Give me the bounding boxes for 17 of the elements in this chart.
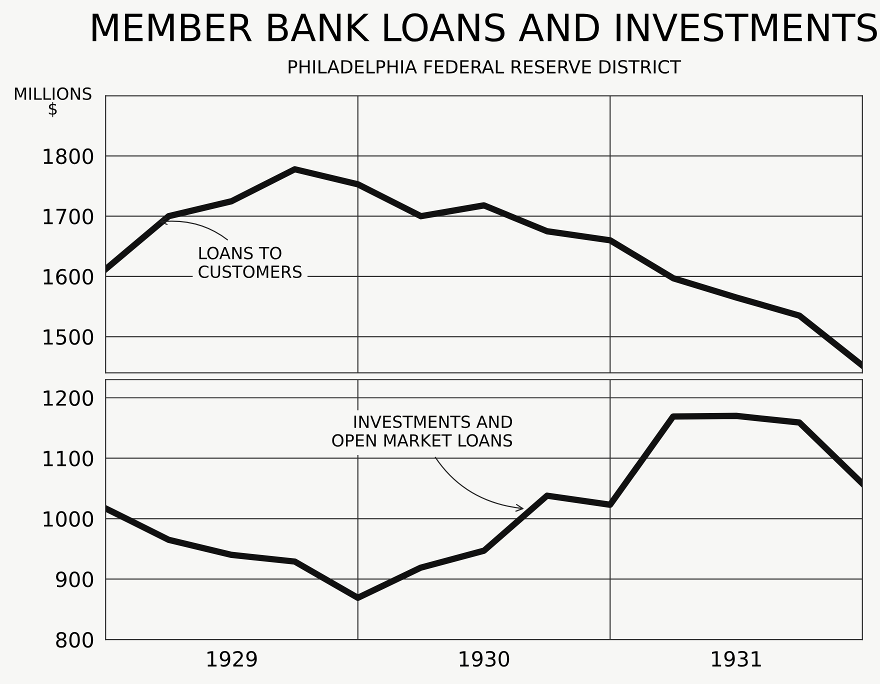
y-axis-title: MILLIONS $ [14,87,92,118]
y-tick-label: 1000 [44,511,94,527]
chart-subtitle: PHILADELPHIA FEDERAL RESERVE DISTRICT [288,60,682,74]
x-tick-label: 1930 [460,651,510,667]
y-tick-label: 1800 [44,148,94,164]
y-tick-label: 1700 [44,208,94,224]
y-tick-label: 1500 [44,329,94,345]
y-tick-label: 1100 [44,450,94,466]
annotation: INVESTMENTS AND OPEN MARKET LOANS [332,415,512,447]
y-tick-label: 1200 [44,390,94,406]
x-tick-label: 1929 [208,651,257,667]
annotation: LOANS TO CUSTOMERS [198,246,302,278]
y-tick-label: 900 [56,572,94,588]
y-tick-label: 1600 [44,268,94,285]
y-tick-label: 800 [56,632,94,648]
chart-title: MEMBER BANK LOANS AND INVESTMENTS [92,13,877,42]
x-tick-label: 1931 [712,651,761,667]
